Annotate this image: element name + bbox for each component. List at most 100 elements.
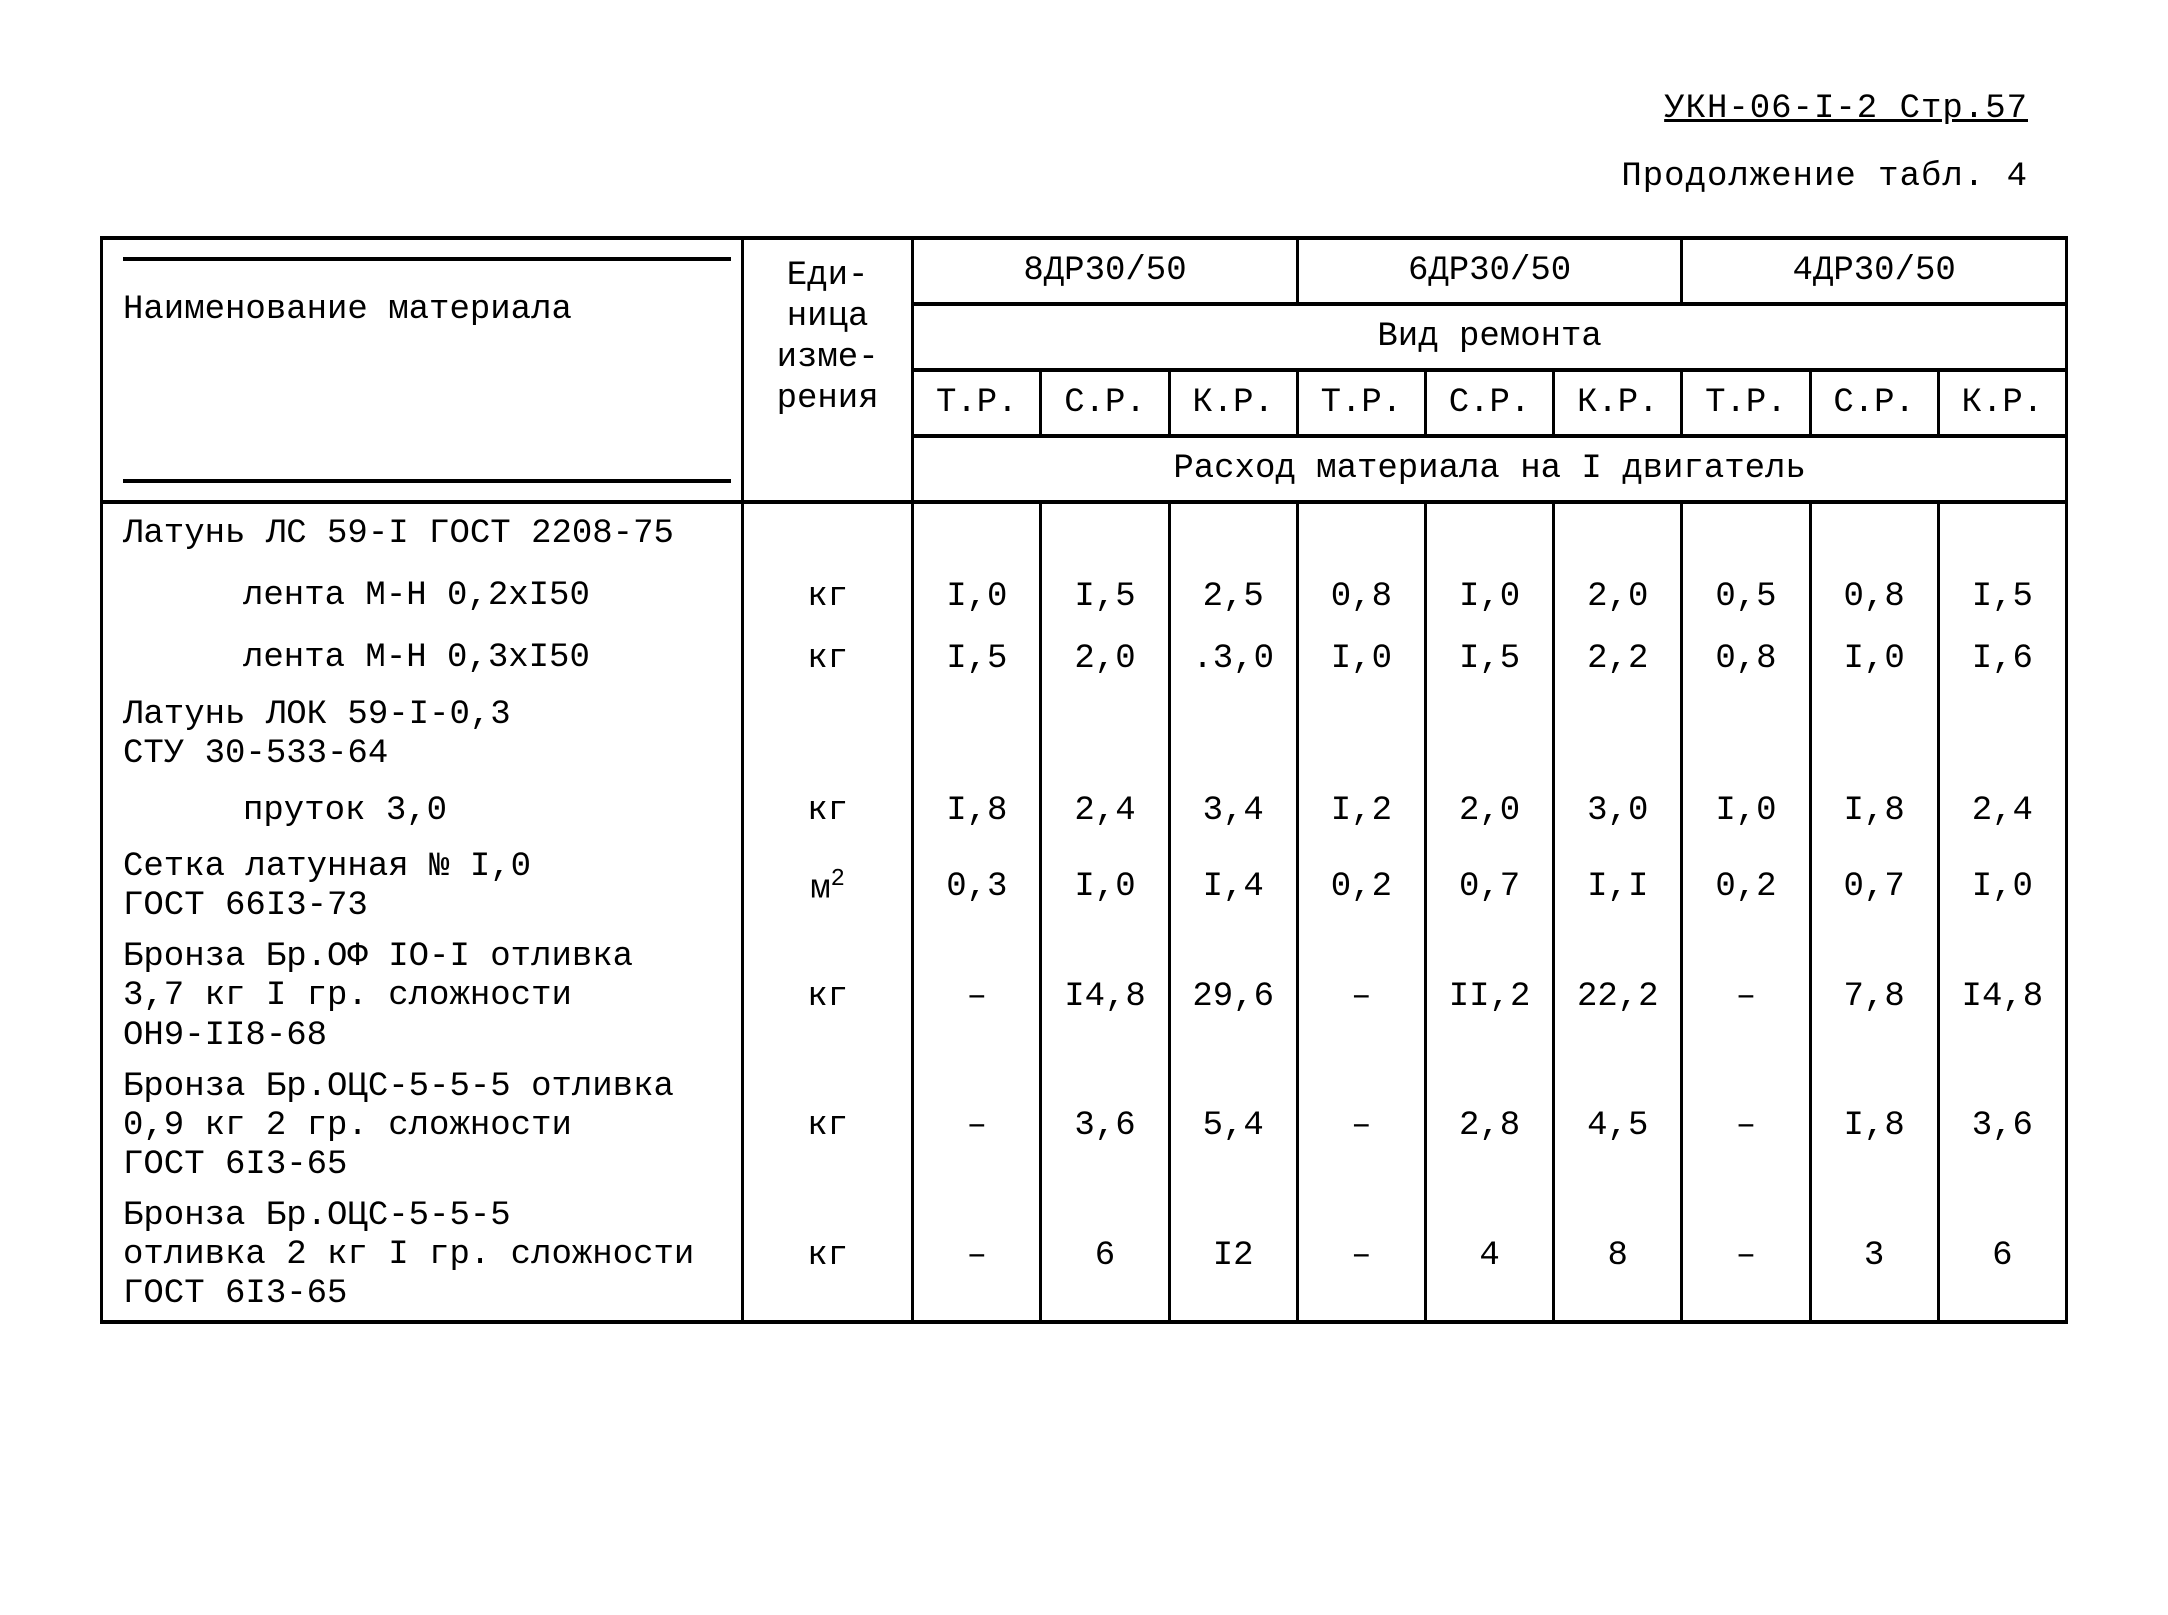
unit-cell: м2 (742, 842, 912, 932)
value-cell: 0,2 (1297, 842, 1425, 932)
page-header: УКН-06-I-2 Стр.57 (100, 90, 2028, 128)
value-cell: 0,8 (1810, 566, 1938, 628)
value-cell (1554, 502, 1682, 566)
value-cell: I,0 (1425, 566, 1553, 628)
value-cell: 2,0 (1041, 628, 1169, 690)
value-cell (1297, 690, 1425, 780)
material-name: Бронза Бр.ОЦС-5-5-5 отливка 0,9 кг 2 гр.… (102, 1062, 743, 1191)
table-row: Бронза Бр.ОЦС-5-5-5 отливка 0,9 кг 2 гр.… (102, 1062, 2067, 1191)
value-cell: I,5 (913, 628, 1041, 690)
value-cell: I,0 (1041, 842, 1169, 932)
table-row: пруток 3,0кгI,82,43,4I,22,03,0I,0I,82,4 (102, 780, 2067, 842)
value-cell: 3,4 (1169, 780, 1297, 842)
value-cell: 6 (1938, 1191, 2066, 1322)
unit-cell: кг (742, 566, 912, 628)
value-cell: 3,6 (1041, 1062, 1169, 1191)
unit-cell: кг (742, 780, 912, 842)
value-cell: I,4 (1169, 842, 1297, 932)
value-cell (1169, 690, 1297, 780)
value-cell (1682, 690, 1810, 780)
subcol-sp-2: С.Р. (1425, 370, 1553, 436)
table-row: Бронза Бр.ОФ IО-I отливка 3,7 кг I гр. с… (102, 932, 2067, 1061)
value-cell (1425, 502, 1553, 566)
value-cell: I,2 (1297, 780, 1425, 842)
value-cell: – (1297, 1062, 1425, 1191)
value-cell: I4,8 (1938, 932, 2066, 1061)
value-cell: – (1297, 1191, 1425, 1322)
table-row: лента М-Н 0,2xI50кгI,0I,52,50,8I,02,00,5… (102, 566, 2067, 628)
unit-header-spacer (742, 436, 912, 502)
value-cell: 4,5 (1554, 1062, 1682, 1191)
value-cell: 2,0 (1554, 566, 1682, 628)
value-cell (1297, 502, 1425, 566)
value-cell: I,5 (1425, 628, 1553, 690)
value-cell: 2,4 (1041, 780, 1169, 842)
value-cell: 0,2 (1682, 842, 1810, 932)
col-group-3: 4ДР30/50 (1682, 238, 2067, 304)
value-cell: I,0 (1297, 628, 1425, 690)
subcol-tp-1: Т.Р. (913, 370, 1041, 436)
value-cell (1938, 690, 2066, 780)
value-cell (1810, 690, 1938, 780)
value-cell: I,8 (1810, 780, 1938, 842)
value-cell: 2,5 (1169, 566, 1297, 628)
table-row: Латунь ЛОК 59-I-0,3 СТУ 30-533-64 (102, 690, 2067, 780)
material-name: лента М-Н 0,2xI50 (102, 566, 743, 628)
value-cell (1810, 502, 1938, 566)
value-cell: – (1682, 932, 1810, 1061)
value-cell (913, 502, 1041, 566)
subcol-sp-3: С.Р. (1810, 370, 1938, 436)
doc-id: УКН-06-I-2 Стр.57 (1664, 90, 2028, 128)
value-cell: 8 (1554, 1191, 1682, 1322)
material-name: Бронза Бр.ОФ IО-I отливка 3,7 кг I гр. с… (102, 932, 743, 1061)
materials-table: Наименование материала Еди- ница изме- р… (100, 236, 2068, 1324)
subcol-kp-1: К.Р. (1169, 370, 1297, 436)
value-cell (1169, 502, 1297, 566)
value-cell: – (1682, 1062, 1810, 1191)
value-cell: I,0 (913, 566, 1041, 628)
col-unit-header: Еди- ница изме- рения (742, 238, 912, 436)
value-cell: 5,4 (1169, 1062, 1297, 1191)
value-cell: I2 (1169, 1191, 1297, 1322)
value-cell (913, 690, 1041, 780)
value-cell: 2,8 (1425, 1062, 1553, 1191)
value-cell: 4 (1425, 1191, 1553, 1322)
value-cell: II,2 (1425, 932, 1553, 1061)
material-name: Латунь ЛОК 59-I-0,3 СТУ 30-533-64 (102, 690, 743, 780)
value-cell: I,8 (1810, 1062, 1938, 1191)
value-cell: 3,6 (1938, 1062, 2066, 1191)
table-row: Латунь ЛС 59-I ГОСТ 2208-75 (102, 502, 2067, 566)
material-name: пруток 3,0 (102, 780, 743, 842)
unit-cell: кг (742, 628, 912, 690)
table-row: Бронза Бр.ОЦС-5-5-5 отливка 2 кг I гр. с… (102, 1191, 2067, 1322)
value-cell: I4,8 (1041, 932, 1169, 1061)
value-cell: 6 (1041, 1191, 1169, 1322)
unit-cell: кг (742, 1062, 912, 1191)
value-cell: 0,8 (1297, 566, 1425, 628)
value-cell (1041, 690, 1169, 780)
value-cell: 3,0 (1554, 780, 1682, 842)
value-cell: – (913, 932, 1041, 1061)
value-cell (1938, 502, 2066, 566)
subcol-tp-2: Т.Р. (1297, 370, 1425, 436)
value-cell: 0,7 (1425, 842, 1553, 932)
value-cell (1425, 690, 1553, 780)
material-name: Латунь ЛС 59-I ГОСТ 2208-75 (102, 502, 743, 566)
value-cell (1041, 502, 1169, 566)
value-cell: 0,8 (1682, 628, 1810, 690)
value-cell: I,0 (1938, 842, 2066, 932)
value-cell: 2,4 (1938, 780, 2066, 842)
value-cell: 29,6 (1169, 932, 1297, 1061)
value-cell (1682, 502, 1810, 566)
subcol-kp-3: К.Р. (1938, 370, 2066, 436)
subcol-sp-1: С.Р. (1041, 370, 1169, 436)
value-cell: I,0 (1810, 628, 1938, 690)
consumption-header: Расход материала на I двигатель (913, 436, 2067, 502)
value-cell: 7,8 (1810, 932, 1938, 1061)
subcol-tp-3: Т.Р. (1682, 370, 1810, 436)
value-cell: – (913, 1062, 1041, 1191)
value-cell: .3,0 (1169, 628, 1297, 690)
subcol-kp-2: К.Р. (1554, 370, 1682, 436)
col-group-2: 6ДР30/50 (1297, 238, 1682, 304)
value-cell: I,6 (1938, 628, 2066, 690)
